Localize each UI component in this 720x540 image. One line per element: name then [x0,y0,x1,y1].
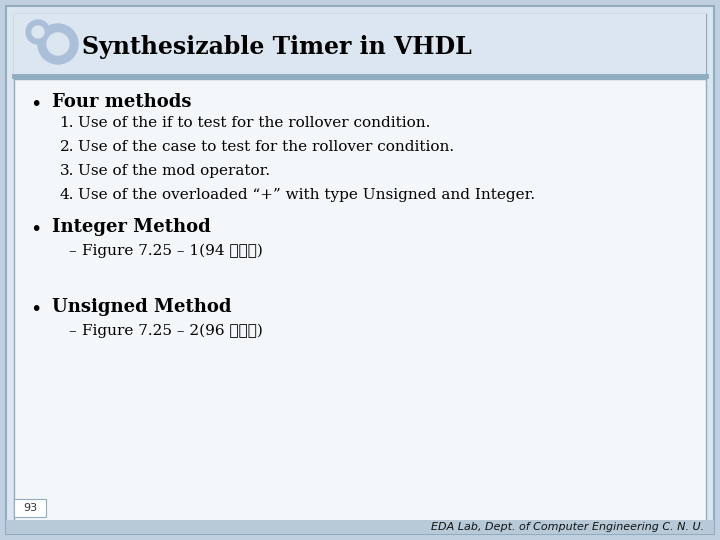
Text: Use of the overloaded “+” with type Unsigned and Integer.: Use of the overloaded “+” with type Unsi… [78,188,535,202]
Circle shape [26,20,50,44]
Circle shape [32,26,44,38]
Text: •: • [30,220,42,239]
Text: –: – [68,244,76,258]
FancyBboxPatch shape [6,520,714,534]
Text: Unsigned Method: Unsigned Method [52,298,232,316]
Text: 2.: 2. [60,140,74,154]
Text: •: • [30,95,42,114]
Circle shape [38,24,78,64]
Text: •: • [30,300,42,319]
FancyBboxPatch shape [6,6,714,534]
Text: EDA Lab, Dept. of Computer Engineering C. N. U.: EDA Lab, Dept. of Computer Engineering C… [431,522,704,532]
Circle shape [47,33,69,55]
Text: Figure 7.25 – 2(96 페이지): Figure 7.25 – 2(96 페이지) [82,324,263,339]
Text: Figure 7.25 – 1(94 페이지): Figure 7.25 – 1(94 페이지) [82,244,263,259]
Text: Integer Method: Integer Method [52,218,211,236]
Text: Use of the mod operator.: Use of the mod operator. [78,164,270,178]
Text: Four methods: Four methods [52,93,192,111]
Text: Use of the case to test for the rollover condition.: Use of the case to test for the rollover… [78,140,454,154]
Text: –: – [68,324,76,338]
Text: 3.: 3. [60,164,74,178]
Text: Use of the if to test for the rollover condition.: Use of the if to test for the rollover c… [78,116,431,130]
FancyBboxPatch shape [14,14,706,76]
Text: 1.: 1. [60,116,74,130]
Text: 4.: 4. [60,188,74,202]
Text: 93: 93 [23,503,37,513]
Text: Synthesizable Timer in VHDL: Synthesizable Timer in VHDL [82,35,472,59]
FancyBboxPatch shape [14,499,46,517]
FancyBboxPatch shape [14,14,706,526]
